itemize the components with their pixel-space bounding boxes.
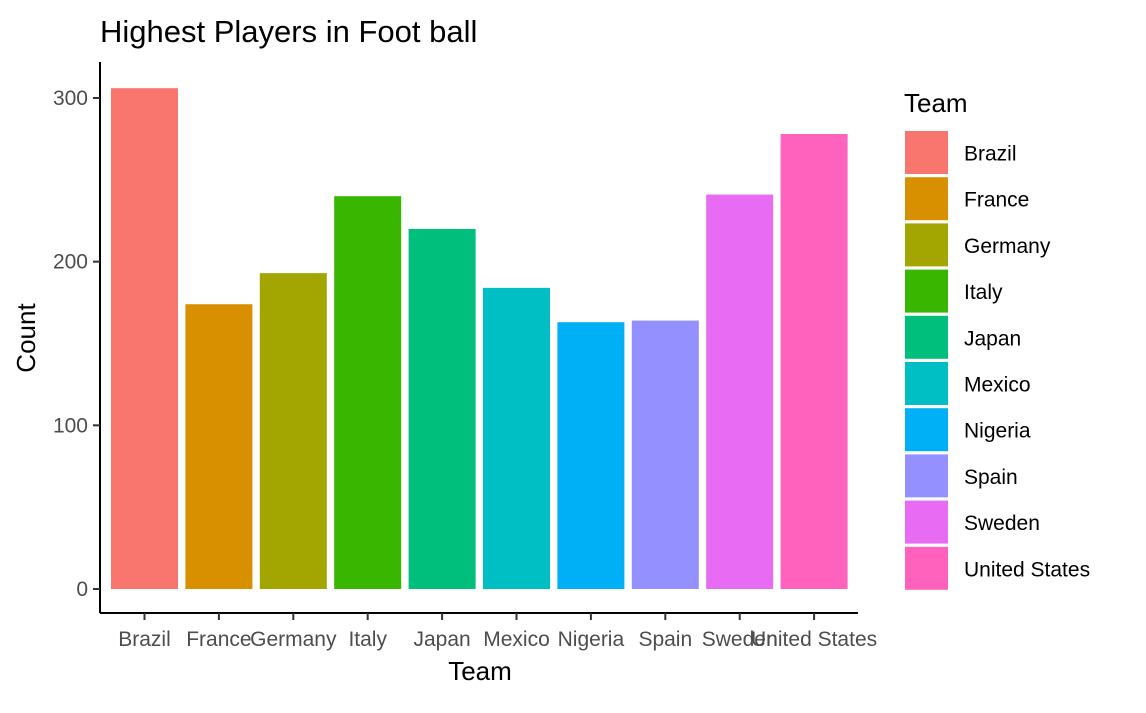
y-tick-label: 0 <box>76 578 88 601</box>
bar-italy <box>334 196 402 589</box>
y-axis-title: Count <box>11 303 41 373</box>
legend-label: France <box>964 189 1029 212</box>
legend-label: Japan <box>964 327 1021 350</box>
legend-key-france <box>905 177 948 221</box>
y-tick-label: 300 <box>53 87 88 110</box>
bar-france <box>185 304 253 589</box>
legend-label: Germany <box>964 235 1051 258</box>
x-tick-label: Germany <box>250 628 337 651</box>
bars <box>111 88 848 590</box>
legend-key-japan <box>905 315 948 359</box>
x-tick-label: Spain <box>638 628 692 651</box>
legend-key-sweden <box>905 500 948 544</box>
legend-label: Italy <box>964 281 1003 304</box>
legend-label: Mexico <box>964 374 1031 397</box>
bar-spain <box>631 320 699 589</box>
legend-key-italy <box>905 269 948 313</box>
legend-label: Spain <box>964 466 1018 489</box>
x-tick-label: France <box>186 628 251 651</box>
x-tick-label: Italy <box>348 628 387 651</box>
bar-nigeria <box>557 322 625 589</box>
bar-germany <box>259 273 327 589</box>
legend-label: Sweden <box>964 512 1040 535</box>
legend-key-germany <box>905 223 948 267</box>
legend-label: Nigeria <box>964 420 1031 443</box>
legend-key-brazil <box>905 131 948 174</box>
x-axis-title: Team <box>448 656 512 686</box>
legend-label: United States <box>964 558 1090 581</box>
y-axis: 0 100 200 300 <box>53 62 101 613</box>
legend-label: Brazil <box>964 143 1017 166</box>
y-tick-label: 200 <box>53 251 88 274</box>
legend: Team Brazil France Germany Italy Japan Mexico… <box>904 88 1090 590</box>
x-tick-label: Mexico <box>483 628 550 651</box>
bar-japan <box>408 228 476 589</box>
x-tick-label: Nigeria <box>558 628 625 651</box>
x-tick-label: Sweden <box>702 628 778 651</box>
y-tick-label: 100 <box>53 414 88 437</box>
legend-key-united-states <box>905 546 948 590</box>
x-tick-label: Japan <box>413 628 470 651</box>
legend-key-spain <box>905 454 948 498</box>
legend-title: Team <box>904 88 968 118</box>
x-tick-label: Brazil <box>118 628 171 651</box>
chart-title: Highest Players in Foot ball <box>100 14 477 49</box>
bar-mexico <box>483 287 550 589</box>
bar-brazil <box>111 88 178 590</box>
bar-sweden <box>706 194 774 589</box>
legend-key-mexico <box>905 362 948 405</box>
bar-united-states <box>780 134 848 590</box>
legend-key-nigeria <box>905 408 948 452</box>
x-tick-label: United States <box>751 628 877 651</box>
